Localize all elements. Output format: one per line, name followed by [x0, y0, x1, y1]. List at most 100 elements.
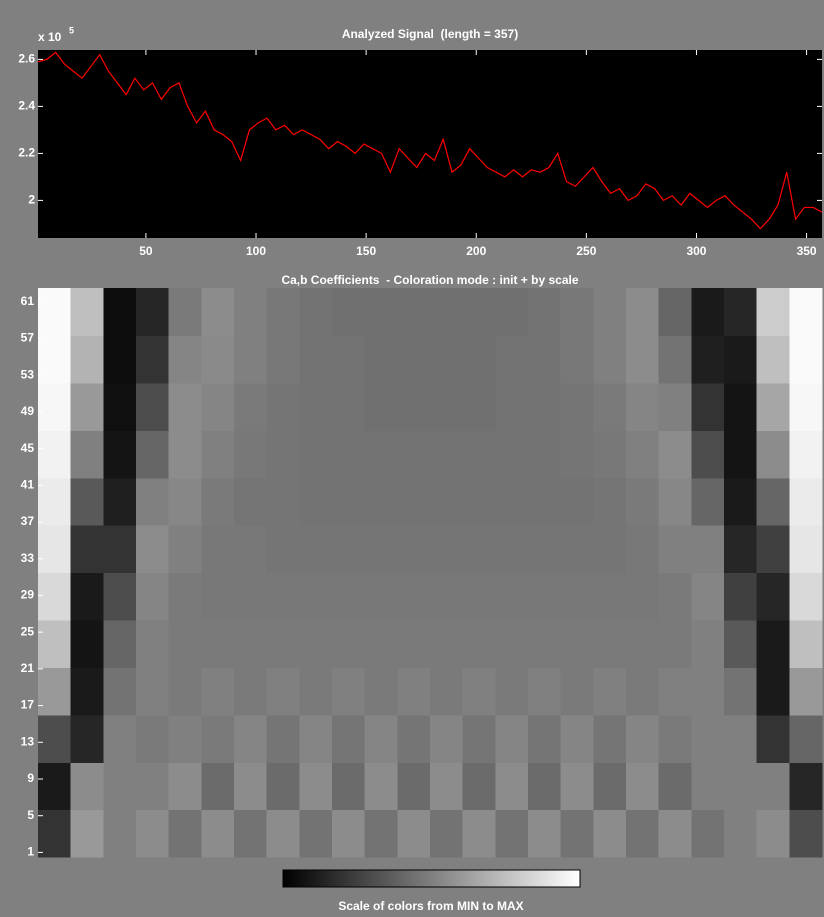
x-tick-label: 150 [356, 244, 376, 258]
heatmap-cell [724, 430, 758, 479]
heatmap-cell [299, 382, 333, 431]
heatmap-cell [626, 619, 660, 668]
heatmap-cell [70, 288, 104, 337]
heatmap-cell [724, 667, 758, 716]
heatmap-cell [332, 430, 366, 479]
heatmap-cell [70, 572, 104, 621]
heatmap-cell [495, 572, 529, 621]
heatmap-cell [364, 572, 398, 621]
heatmap-cell [528, 525, 562, 574]
heatmap-cell [593, 667, 627, 716]
heatmap-cell [495, 667, 529, 716]
heatmap-cell [299, 525, 333, 574]
heatmap-cell [103, 762, 137, 811]
heatmap-cell [168, 382, 202, 431]
heatmap-cell [299, 809, 333, 858]
heatmap-cell [430, 809, 464, 858]
heatmap-cell [626, 714, 660, 763]
y-tick-label: 57 [21, 331, 35, 345]
heatmap-cell [789, 430, 823, 479]
heatmap-cell [756, 714, 790, 763]
heatmap-cell [593, 382, 627, 431]
heatmap-cell [234, 667, 268, 716]
heatmap-cell [658, 288, 692, 337]
signal-line [37, 51, 823, 230]
heatmap-cell [593, 572, 627, 621]
heatmap-cell [495, 382, 529, 431]
heatmap-cell [756, 525, 790, 574]
heatmap-cell [528, 477, 562, 526]
heatmap-cell [38, 288, 72, 337]
heatmap-cell [462, 525, 496, 574]
signal-title: Analyzed Signal (length = 357) [342, 27, 518, 41]
heatmap-cell [462, 288, 496, 337]
heatmap-cell [658, 714, 692, 763]
heatmap-cell [201, 714, 235, 763]
heatmap-cell [299, 477, 333, 526]
y-tick-label: 17 [21, 698, 35, 712]
heatmap-cell [38, 809, 72, 858]
heatmap-cell [103, 572, 137, 621]
heatmap-cell [168, 714, 202, 763]
heatmap-cell [789, 762, 823, 811]
heatmap-cell [397, 809, 431, 858]
heatmap-cell [495, 619, 529, 668]
heatmap-cell [724, 335, 758, 384]
heatmap-cell [658, 762, 692, 811]
heatmap-cell [299, 762, 333, 811]
heatmap-cell [691, 430, 725, 479]
heatmap-cell [136, 572, 170, 621]
heatmap-cell [495, 288, 529, 337]
heatmap-cell [724, 288, 758, 337]
heatmap-cell [38, 430, 72, 479]
heatmap-cell [168, 430, 202, 479]
heatmap-cell [789, 572, 823, 621]
heatmap-cell [364, 809, 398, 858]
heatmap-cell [691, 809, 725, 858]
heatmap-cell [593, 762, 627, 811]
heatmap-cell [658, 382, 692, 431]
x-tick-label: 350 [797, 244, 817, 258]
heatmap-cell [528, 572, 562, 621]
heatmap-cell [103, 525, 137, 574]
heatmap-cell [397, 477, 431, 526]
heatmap-cell [103, 619, 137, 668]
heatmap-cell [626, 525, 660, 574]
heatmap-cell [299, 619, 333, 668]
heatmap-cell [724, 762, 758, 811]
heatmap-cell [136, 762, 170, 811]
heatmap-cell [626, 288, 660, 337]
heatmap-cell [495, 335, 529, 384]
colorbar [282, 869, 581, 888]
heatmap-cell [593, 525, 627, 574]
heatmap-cell [626, 572, 660, 621]
heatmap-cell [266, 667, 300, 716]
heatmap-cell [397, 525, 431, 574]
heatmap-cell [462, 667, 496, 716]
heatmap-cells [38, 288, 823, 858]
heatmap-cell [332, 714, 366, 763]
heatmap-cell [528, 809, 562, 858]
heatmap-cell [168, 619, 202, 668]
y-tick-label: 9 [27, 771, 34, 785]
heatmap-cell [397, 572, 431, 621]
heatmap-cell [364, 667, 398, 716]
heatmap-cell [201, 762, 235, 811]
heatmap-cell [593, 477, 627, 526]
heatmap-cell [299, 714, 333, 763]
heatmap-cell [560, 525, 594, 574]
heatmap-cell [103, 335, 137, 384]
y-tick-label: 61 [21, 294, 35, 308]
heatmap-cell [136, 714, 170, 763]
y-tick-label: 5 [27, 808, 34, 822]
heatmap-cell [332, 525, 366, 574]
heatmap-cell [332, 477, 366, 526]
heatmap-cell [430, 288, 464, 337]
heatmap-cell [397, 667, 431, 716]
heatmap-cell [364, 619, 398, 668]
heatmap-cell [789, 477, 823, 526]
heatmap-cell [724, 572, 758, 621]
heatmap-cell [462, 714, 496, 763]
heatmap-cell [626, 335, 660, 384]
